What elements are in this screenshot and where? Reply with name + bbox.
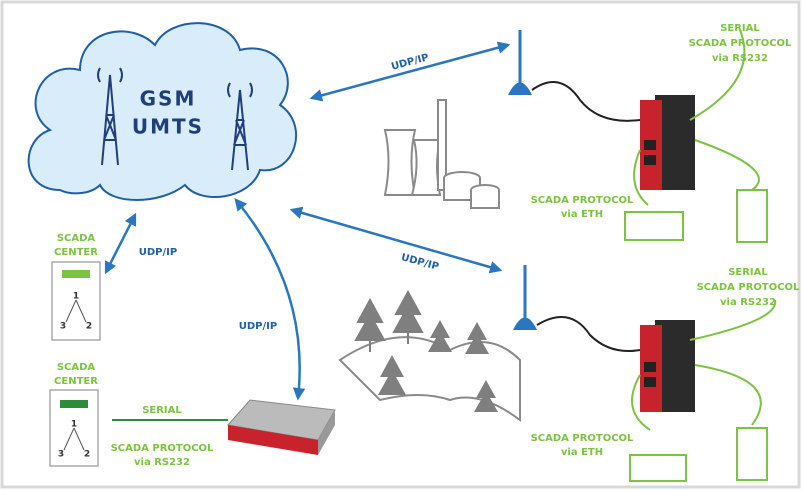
center-title: CENTER [54,376,98,387]
eth-device [625,212,683,240]
center-title: CENTER [54,247,98,258]
node-label: 3 [58,450,64,460]
node-label: 3 [60,322,66,332]
node-label: 2 [86,322,92,332]
serial-label: via RS232 [712,53,768,64]
node-label: 1 [73,292,79,302]
serial-device [737,428,767,480]
diagram: GSM UMTS UDP/IP UDP/IP UDP/IP UDP/IP SER… [0,0,802,490]
center-title: SCADA [57,233,96,244]
serial-label: SCADA PROTOCOL [689,38,792,49]
serial-label: SERIAL [720,23,760,34]
eth-label: SCADA PROTOCOL [531,195,634,206]
eth-label: via ETH [561,447,603,458]
eth-device [630,455,686,481]
local-label: via RS232 [134,457,190,468]
local-label: SCADA PROTOCOL [111,443,214,454]
node-label: 2 [84,450,90,460]
serial-label: SCADA PROTOCOL [697,282,800,293]
link-label: UDP/IP [139,247,177,258]
serial-label: SERIAL [728,267,768,278]
link-label: UDP/IP [239,321,277,332]
serial-device [737,190,767,242]
cloud-label: UMTS [132,115,204,139]
center-indicator [60,400,88,408]
eth-label: via ETH [561,209,603,220]
local-label: SERIAL [142,405,182,416]
serial-label: via RS232 [720,297,776,308]
node-label: 1 [71,420,77,430]
center-title: SCADA [57,362,96,373]
center-indicator [62,270,90,278]
cloud-label: GSM [140,87,197,111]
router [640,95,695,190]
eth-label: SCADA PROTOCOL [531,433,634,444]
router [640,320,695,412]
